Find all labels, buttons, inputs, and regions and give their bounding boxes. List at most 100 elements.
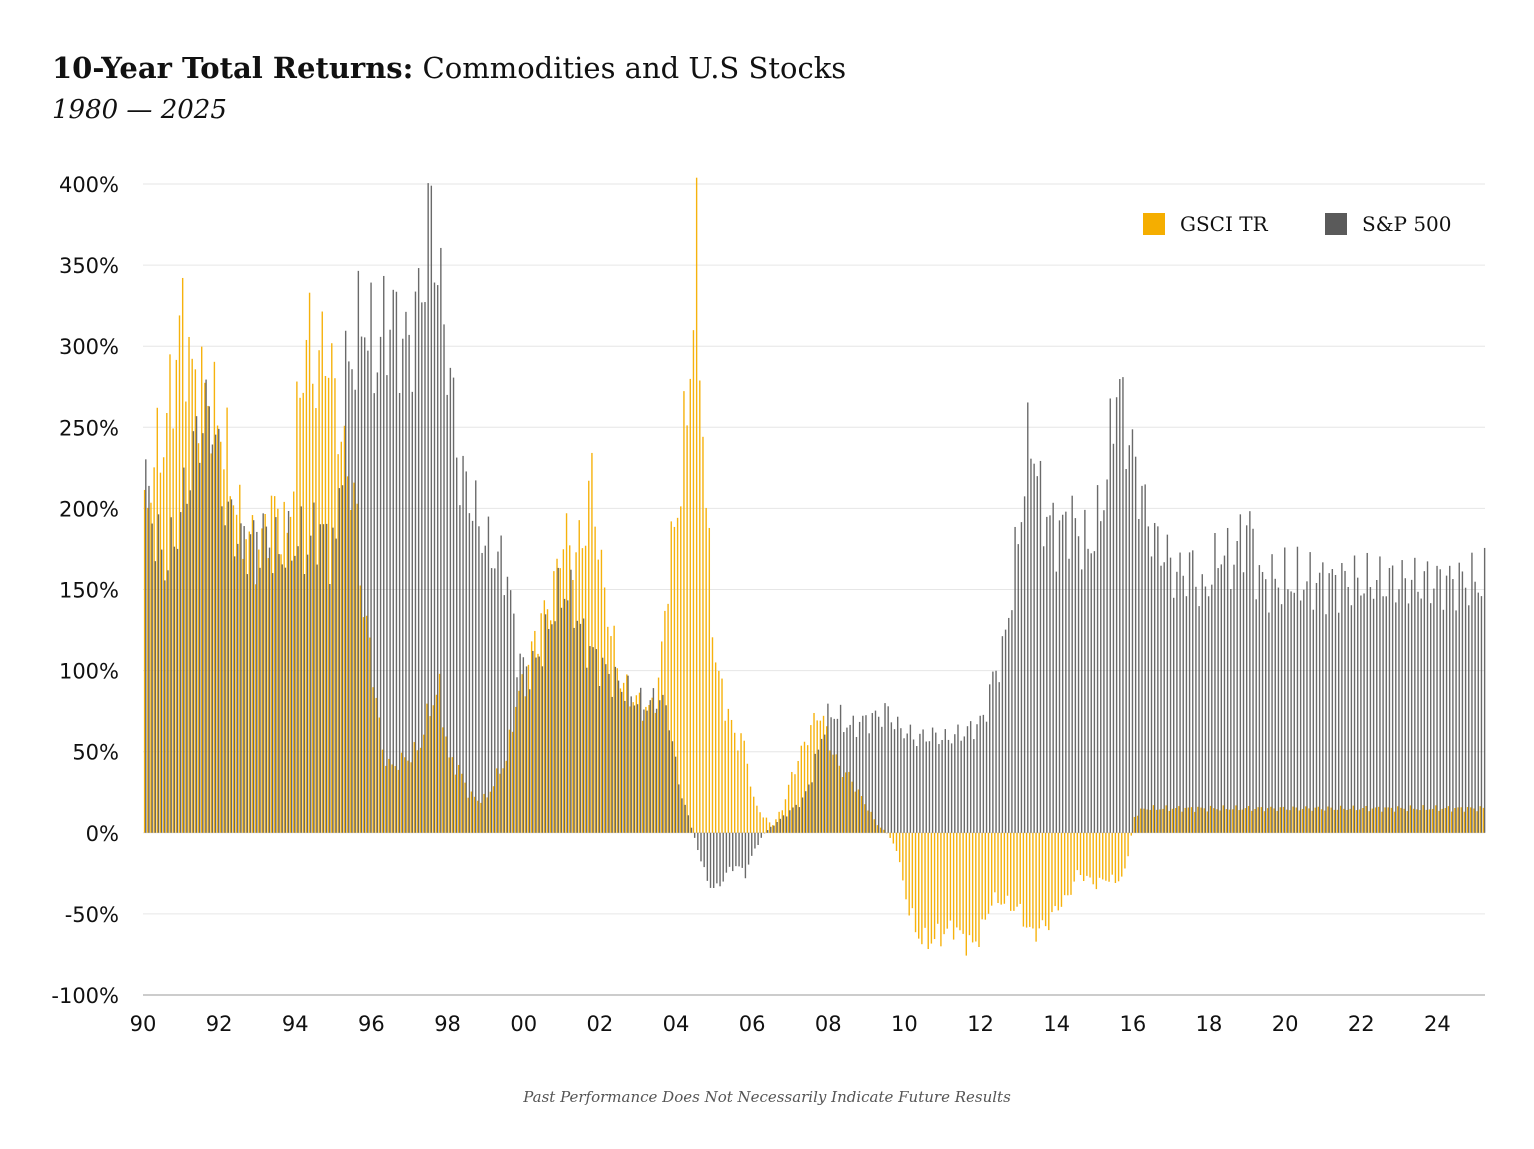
sp500-bar <box>494 568 496 833</box>
sp500-bar <box>1201 574 1203 833</box>
gsci-bar <box>676 517 679 833</box>
gsci-bar <box>952 832 955 940</box>
sp500-bar <box>341 485 344 833</box>
gsci-bar <box>432 705 434 833</box>
gsci-bar <box>397 769 400 833</box>
gsci-bar <box>1213 808 1215 833</box>
sp500-bar <box>1150 556 1153 833</box>
gsci-bar <box>438 673 441 833</box>
gsci-bar <box>1228 809 1231 833</box>
gsci-bar <box>1406 811 1408 833</box>
sp500-bar <box>364 337 366 833</box>
gsci-bar <box>816 720 818 833</box>
sp500-bar <box>763 832 766 834</box>
gsci-bar <box>1451 811 1453 833</box>
gsci-bar <box>258 549 260 833</box>
gsci-bar <box>898 832 901 863</box>
y-tick-label: 250% <box>59 416 119 440</box>
sp500-bar <box>1128 445 1130 833</box>
gsci-bar <box>1387 807 1389 833</box>
gsci-bar <box>695 177 698 833</box>
x-tick-label: 12 <box>967 1012 994 1036</box>
gsci-bar <box>524 696 527 833</box>
sp500-bar <box>1274 578 1276 833</box>
gsci-bar <box>641 720 644 833</box>
gsci-bar <box>959 832 961 931</box>
sp500-bar <box>541 666 544 833</box>
gsci-bar <box>832 754 834 833</box>
sp500-bar <box>1100 521 1102 833</box>
sp500-bar <box>294 555 296 833</box>
sp500-bar <box>1185 596 1188 833</box>
sp500-bar <box>589 646 591 833</box>
gsci-bar <box>1273 808 1275 833</box>
gsci-bar <box>810 725 812 833</box>
gsci-bar <box>857 789 860 833</box>
gsci-bar <box>734 732 736 833</box>
gsci-bar <box>543 600 546 833</box>
sp500-bar <box>1004 629 1007 833</box>
sp500-bar <box>1480 596 1483 833</box>
sp500-bar <box>414 291 417 833</box>
sp500-bar <box>1169 557 1172 833</box>
sp500-bar <box>306 554 309 833</box>
gsci-bar <box>654 712 657 833</box>
sp500-bar <box>522 657 525 833</box>
gsci-bar <box>404 757 406 833</box>
gsci-bar <box>1327 806 1329 833</box>
sp500-bar <box>157 514 160 833</box>
gsci-bar <box>1082 832 1085 882</box>
sp500-bar <box>459 505 461 833</box>
gsci-bar <box>826 726 828 833</box>
gsci-bar <box>1301 808 1304 833</box>
sp500-bar <box>1023 496 1026 833</box>
sp500-bar <box>319 524 321 833</box>
sp500-bar <box>1096 485 1099 833</box>
sp500-bar <box>300 506 302 833</box>
gsci-bar <box>683 391 685 833</box>
sp500-bar <box>969 721 972 833</box>
gsci-bar <box>369 637 371 833</box>
sp500-bar <box>1068 558 1070 833</box>
sp500-bar <box>839 704 842 833</box>
sp500-bar <box>386 375 388 833</box>
sp500-bar <box>1173 597 1175 833</box>
sp500-bar <box>1360 595 1362 833</box>
gsci-bar <box>483 793 485 833</box>
sp500-bar <box>928 741 931 833</box>
gsci-bar <box>470 791 473 833</box>
sp500-bar <box>354 389 356 833</box>
sp500-bar <box>1379 556 1381 833</box>
gsci-bar <box>629 706 631 833</box>
sp500-bar <box>1258 565 1261 833</box>
gsci-bar <box>1466 807 1469 833</box>
gsci-bar <box>1381 811 1383 833</box>
gsci-bar <box>185 401 187 833</box>
gsci-bar <box>740 733 742 833</box>
gsci-bar <box>1263 811 1266 833</box>
sp500-bar <box>430 185 433 833</box>
sp500-bar <box>506 576 509 833</box>
sp500-bar <box>782 815 785 833</box>
gsci-bar <box>1022 832 1025 927</box>
sp500-bar <box>963 736 966 833</box>
sp500-bar <box>1350 605 1353 833</box>
disclaimer-footnote: Past Performance Does Not Necessarily In… <box>523 1088 1011 1106</box>
gsci-bar <box>283 501 285 833</box>
gsci-bar <box>879 827 882 833</box>
gsci-bar <box>1041 832 1044 921</box>
sp500-bar <box>1261 571 1264 833</box>
gsci-bar <box>273 496 276 833</box>
sp500-bar <box>1084 509 1086 833</box>
sp500-bar <box>513 613 515 833</box>
y-tick-label: 300% <box>59 335 119 359</box>
sp500-bar <box>186 503 188 833</box>
sp500-bar <box>700 832 702 862</box>
sp500-bar <box>449 367 452 833</box>
gsci-bar <box>562 549 565 833</box>
sp500-bar <box>1245 525 1248 833</box>
gsci-bar <box>1133 816 1136 833</box>
gsci-bar <box>1178 806 1180 833</box>
gsci-bar <box>968 832 971 936</box>
legend-label: S&P 500 <box>1362 212 1452 236</box>
